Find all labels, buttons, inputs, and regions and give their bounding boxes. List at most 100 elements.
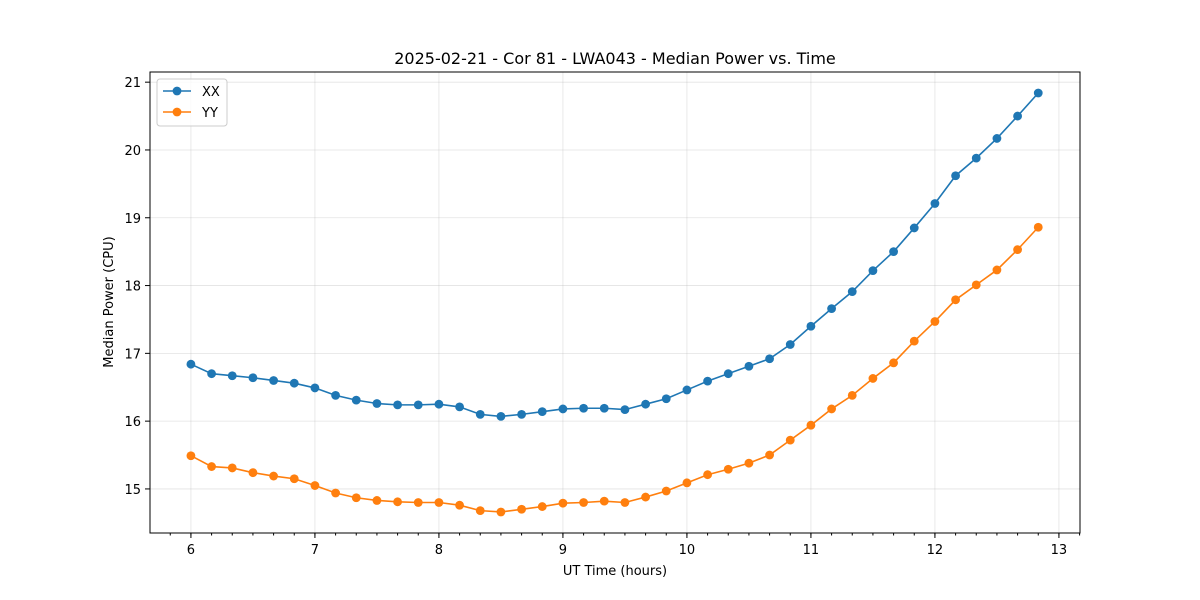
data-point-yy xyxy=(351,493,361,503)
data-point-xx xyxy=(744,361,754,371)
x-axis-label: UT Time (hours) xyxy=(563,564,667,579)
y-tick-label: 21 xyxy=(124,76,141,91)
legend-marker-yy xyxy=(172,107,182,117)
data-point-xx xyxy=(703,376,712,386)
x-tick-label: 9 xyxy=(559,543,567,558)
data-point-yy xyxy=(599,496,609,506)
data-point-xx xyxy=(951,171,960,181)
data-point-yy xyxy=(186,451,196,461)
data-point-xx xyxy=(785,340,795,349)
data-point-yy xyxy=(496,507,506,517)
y-tick-label: 19 xyxy=(124,212,141,227)
data-point-xx xyxy=(475,409,485,419)
grid xyxy=(150,72,1080,533)
y-tick-label: 18 xyxy=(124,280,141,295)
data-point-xx xyxy=(227,371,237,381)
data-point-yy xyxy=(372,496,382,505)
data-point-xx xyxy=(558,404,568,414)
data-point-yy xyxy=(434,498,444,507)
x-tick-label: 7 xyxy=(311,543,319,558)
data-point-yy xyxy=(682,478,692,488)
data-point-xx xyxy=(682,385,692,395)
data-point-xx xyxy=(909,223,919,233)
data-point-yy xyxy=(1013,245,1022,255)
data-point-xx xyxy=(868,266,878,276)
data-point-xx xyxy=(455,402,464,412)
x-tick-label: 6 xyxy=(187,543,195,558)
data-point-xx xyxy=(806,321,816,331)
data-point-yy xyxy=(889,358,898,368)
x-tick-label: 11 xyxy=(803,543,820,558)
data-point-xx xyxy=(434,399,444,409)
y-axis-label: Median Power (CPU) xyxy=(102,236,117,367)
data-point-yy xyxy=(641,492,650,502)
data-point-yy xyxy=(248,468,258,478)
data-point-yy xyxy=(455,500,464,510)
data-point-yy xyxy=(785,435,795,445)
data-point-yy xyxy=(310,481,320,490)
data-point-xx xyxy=(992,134,1002,143)
legend-marker-xx xyxy=(172,86,182,96)
legend-label-yy: YY xyxy=(201,106,218,121)
data-point-yy xyxy=(1033,222,1043,232)
data-point-xx xyxy=(372,399,382,408)
data-point-xx xyxy=(310,383,320,393)
data-point-xx xyxy=(248,373,258,383)
data-point-xx xyxy=(413,400,423,410)
data-point-yy xyxy=(227,463,237,473)
data-point-yy xyxy=(847,390,857,400)
data-point-xx xyxy=(1033,88,1043,98)
legend-label-xx: XX xyxy=(202,85,220,100)
data-point-yy xyxy=(971,280,981,290)
data-point-xx xyxy=(496,411,506,421)
data-point-yy xyxy=(207,462,216,471)
data-point-xx xyxy=(847,287,857,297)
data-point-yy xyxy=(806,420,816,430)
data-point-yy xyxy=(269,471,278,481)
data-point-yy xyxy=(558,498,568,508)
data-point-xx xyxy=(331,390,340,400)
data-point-yy xyxy=(620,498,630,507)
data-point-yy xyxy=(413,498,423,507)
data-point-xx xyxy=(723,369,733,379)
data-point-xx xyxy=(765,354,774,364)
y-tick-label: 17 xyxy=(124,347,141,362)
data-point-xx xyxy=(641,399,650,409)
data-point-xx xyxy=(207,369,216,379)
y-tick-label: 20 xyxy=(124,144,141,159)
data-point-yy xyxy=(930,317,940,326)
x-tick-label: 10 xyxy=(679,543,696,558)
chart-title: 2025-02-21 - Cor 81 - LWA043 - Median Po… xyxy=(394,49,836,68)
series-layer xyxy=(186,88,1043,517)
data-point-yy xyxy=(951,295,960,305)
y-tick-label: 16 xyxy=(124,415,141,430)
y-tick-label: 15 xyxy=(124,483,141,498)
data-point-xx xyxy=(351,395,361,405)
data-point-xx xyxy=(289,378,299,388)
legend: XX YY xyxy=(156,78,228,127)
data-point-xx xyxy=(186,359,196,369)
data-point-xx xyxy=(517,409,526,419)
x-tick-label: 8 xyxy=(435,543,443,558)
data-point-xx xyxy=(620,405,630,415)
data-point-xx xyxy=(537,407,547,417)
data-point-xx xyxy=(661,394,671,404)
data-point-yy xyxy=(868,374,878,383)
data-point-xx xyxy=(827,304,836,314)
data-point-yy xyxy=(703,470,712,480)
data-point-xx xyxy=(930,199,940,208)
data-point-xx xyxy=(1013,111,1022,121)
data-point-yy xyxy=(393,497,402,507)
data-point-xx xyxy=(599,403,609,413)
data-point-xx xyxy=(889,247,898,257)
data-point-yy xyxy=(744,458,754,468)
data-point-yy xyxy=(475,506,485,516)
plot-frame xyxy=(149,71,1081,534)
data-point-yy xyxy=(517,504,526,514)
data-point-xx xyxy=(971,153,981,163)
data-point-yy xyxy=(289,474,299,484)
data-point-yy xyxy=(723,464,733,474)
data-point-yy xyxy=(765,450,774,460)
data-point-yy xyxy=(909,336,919,346)
